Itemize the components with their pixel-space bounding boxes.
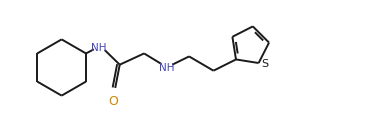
Text: S: S [261,59,268,69]
Text: O: O [108,95,118,108]
Text: NH: NH [159,63,174,73]
Text: NH: NH [91,43,107,53]
